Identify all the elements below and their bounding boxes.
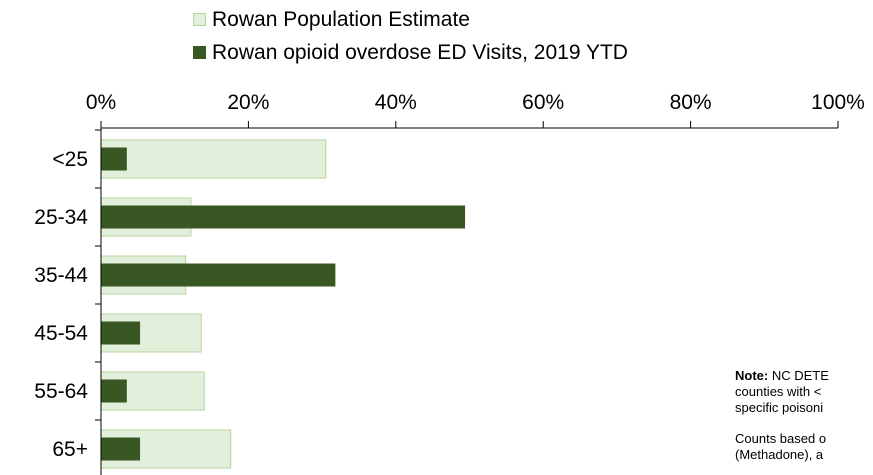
- note-line-2: counties with <: [735, 384, 822, 399]
- legend-label-population: Rowan Population Estimate: [212, 7, 470, 31]
- note-label: Note:: [735, 368, 769, 383]
- note-line-5: (Methadone), a: [735, 447, 824, 462]
- bar-ed-visits: [101, 205, 466, 229]
- x-tick-label: 80%: [670, 91, 712, 114]
- bars: [100, 139, 466, 469]
- axes: [95, 127, 838, 475]
- bar-ed-visits: [101, 379, 127, 403]
- x-tick-label: 40%: [375, 91, 417, 114]
- y-category-label: 35-44: [34, 264, 88, 287]
- legend-swatch-population: [193, 13, 206, 26]
- y-category-label: 45-54: [34, 322, 88, 345]
- x-tick-label: 60%: [522, 91, 564, 114]
- y-category-label: <25: [52, 148, 88, 171]
- y-category-label: 65+: [52, 438, 88, 461]
- legend-label-ed-visits: Rowan opioid overdose ED Visits, 2019 YT…: [212, 40, 628, 64]
- y-axis-categories: <25 25-34 35-44 45-54 55-64 65+: [34, 148, 88, 461]
- legend-item-ed-visits: Rowan opioid overdose ED Visits, 2019 YT…: [193, 36, 628, 69]
- legend-swatch-ed-visits: [193, 46, 206, 59]
- legend: Rowan Population Estimate Rowan opioid o…: [193, 3, 628, 69]
- note-line-3: specific poisoni: [735, 400, 824, 415]
- bar-ed-visits: [101, 263, 336, 287]
- x-axis-ticks: 0% 20% 40% 60% 80% 100%: [86, 91, 865, 128]
- note-text: Note: NC DETE counties with < specific p…: [735, 368, 873, 463]
- bar-ed-visits: [101, 437, 141, 461]
- bar-population: [100, 139, 327, 179]
- x-tick-label: 20%: [227, 91, 269, 114]
- y-category-label: 25-34: [34, 206, 88, 229]
- bar-ed-visits: [101, 321, 141, 345]
- y-category-label: 55-64: [34, 380, 88, 403]
- legend-item-population: Rowan Population Estimate: [193, 3, 628, 36]
- x-tick-label: 0%: [86, 91, 116, 114]
- bar-ed-visits: [101, 147, 127, 171]
- x-tick-label: 100%: [811, 91, 865, 114]
- note-line-4: Counts based o: [735, 431, 827, 446]
- note-line-1: NC DETE: [768, 368, 829, 383]
